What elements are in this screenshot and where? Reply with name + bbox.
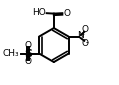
Text: N: N bbox=[77, 31, 83, 40]
Text: -: - bbox=[86, 39, 89, 48]
Text: HO: HO bbox=[32, 8, 46, 17]
Text: CH₃: CH₃ bbox=[3, 49, 19, 58]
Text: +: + bbox=[79, 32, 85, 37]
Text: S: S bbox=[24, 49, 32, 59]
Text: O: O bbox=[64, 9, 71, 18]
Text: O: O bbox=[25, 41, 32, 50]
Text: O: O bbox=[25, 57, 32, 66]
Text: O: O bbox=[81, 39, 88, 48]
Text: O: O bbox=[81, 25, 88, 34]
